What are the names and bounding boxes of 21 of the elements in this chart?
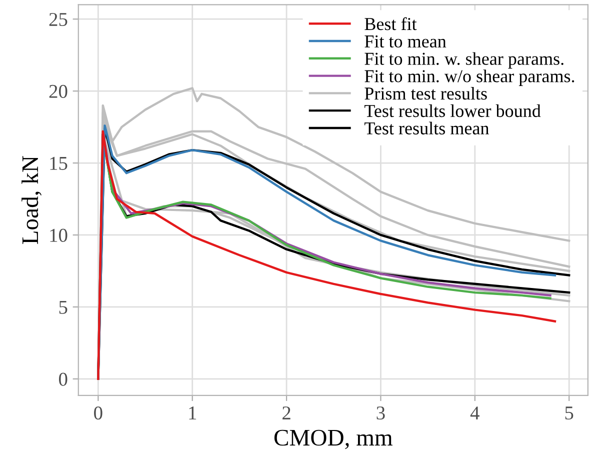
legend-label: Fit to min. w/o shear params. xyxy=(364,70,574,86)
x-axis-title: CMOD, mm xyxy=(274,430,392,450)
legend-label: Fit to mean xyxy=(364,35,446,48)
y-tick-label: 0 xyxy=(58,372,68,386)
legend-label: Prism test results xyxy=(364,86,487,100)
legend-label: Best fit xyxy=(364,17,417,30)
y-tick-label: 10 xyxy=(50,228,68,242)
y-tick-label: 25 xyxy=(49,12,68,26)
legend-label: Test results mean xyxy=(364,122,489,134)
x-tick-label: 2 xyxy=(282,406,290,420)
x-tick-label: 0 xyxy=(94,406,102,420)
y-tick-label: 15 xyxy=(50,156,68,170)
y-tick-label: 20 xyxy=(49,84,68,98)
legend-label: Fit to min. w. shear params. xyxy=(364,52,564,69)
x-tick-label: 4 xyxy=(470,406,480,420)
legend-label: Test results lower bound xyxy=(364,104,541,118)
y-tick-label: 5 xyxy=(59,300,68,314)
x-tick-label: 5 xyxy=(565,406,574,420)
y-axis-title: Load, kN xyxy=(22,156,42,244)
x-tick-label: 1 xyxy=(189,406,196,420)
x-tick-label: 3 xyxy=(376,406,385,420)
